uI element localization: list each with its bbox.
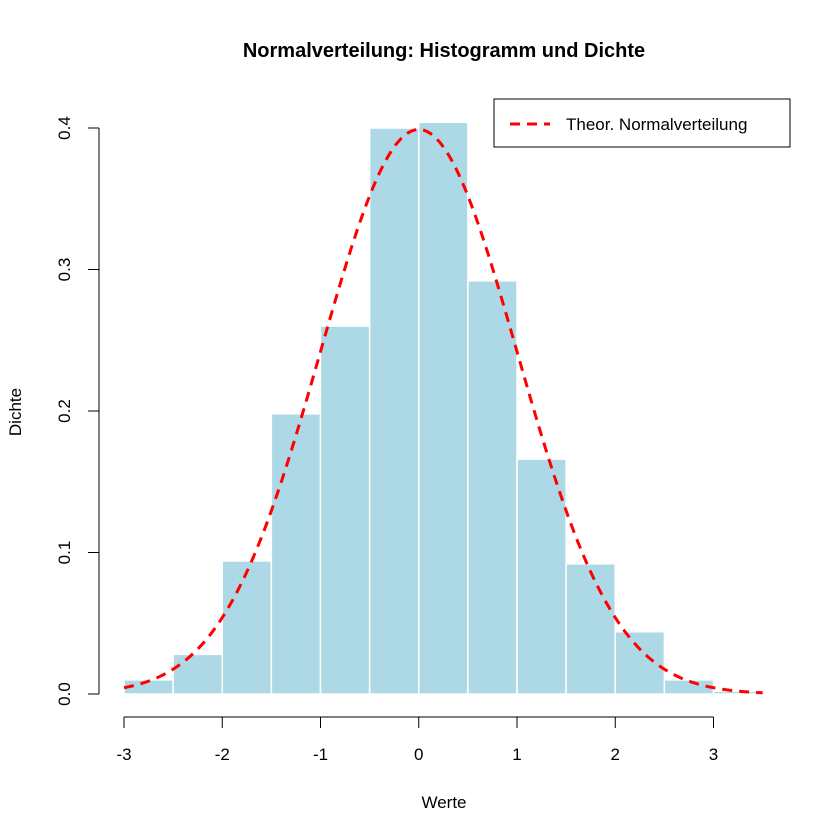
legend-box — [493, 98, 791, 148]
x-tick-label: -1 — [313, 745, 328, 764]
x-tick-label: 2 — [611, 745, 620, 764]
histogram-bar — [565, 563, 616, 695]
x-tick-label: -2 — [215, 745, 230, 764]
histogram-bar — [614, 630, 666, 695]
y-axis-label: Dichte — [6, 388, 25, 436]
legend: Theor. Normalverteilung — [493, 98, 791, 148]
y-tick-label: 0.3 — [55, 258, 74, 282]
histogram-bar — [712, 690, 764, 695]
histogram-bar — [368, 127, 420, 695]
x-axis-label: Werte — [421, 793, 466, 812]
x-tick-label: 1 — [512, 745, 521, 764]
y-tick-label: 0.0 — [55, 682, 74, 706]
histogram-bar — [418, 121, 469, 695]
x-tick-label: 0 — [414, 745, 423, 764]
y-tick-label: 0.1 — [55, 541, 74, 565]
density-curve — [123, 128, 763, 695]
y-tick-label: 0.2 — [55, 399, 74, 423]
histogram-bar — [319, 325, 371, 695]
chart-title: Normalverteilung: Histogramm und Dichte — [243, 40, 645, 62]
x-tick-label: 3 — [709, 745, 718, 764]
histogram-bar — [221, 560, 273, 695]
histogram-bar — [467, 280, 518, 695]
histogram-bar — [516, 458, 567, 695]
histogram-bar — [270, 413, 322, 695]
y-tick-label: 0.4 — [55, 116, 74, 140]
x-tick-label: -3 — [116, 745, 131, 764]
y-axis: 0.0 0.1 0.2 0.3 0.4 — [55, 116, 100, 706]
x-axis: -3 -2 -1 0 1 2 3 — [116, 716, 718, 764]
histogram-bars — [123, 121, 764, 695]
histogram-bar — [172, 653, 223, 695]
legend-entry: Theor. Normalverteilung — [566, 115, 747, 134]
